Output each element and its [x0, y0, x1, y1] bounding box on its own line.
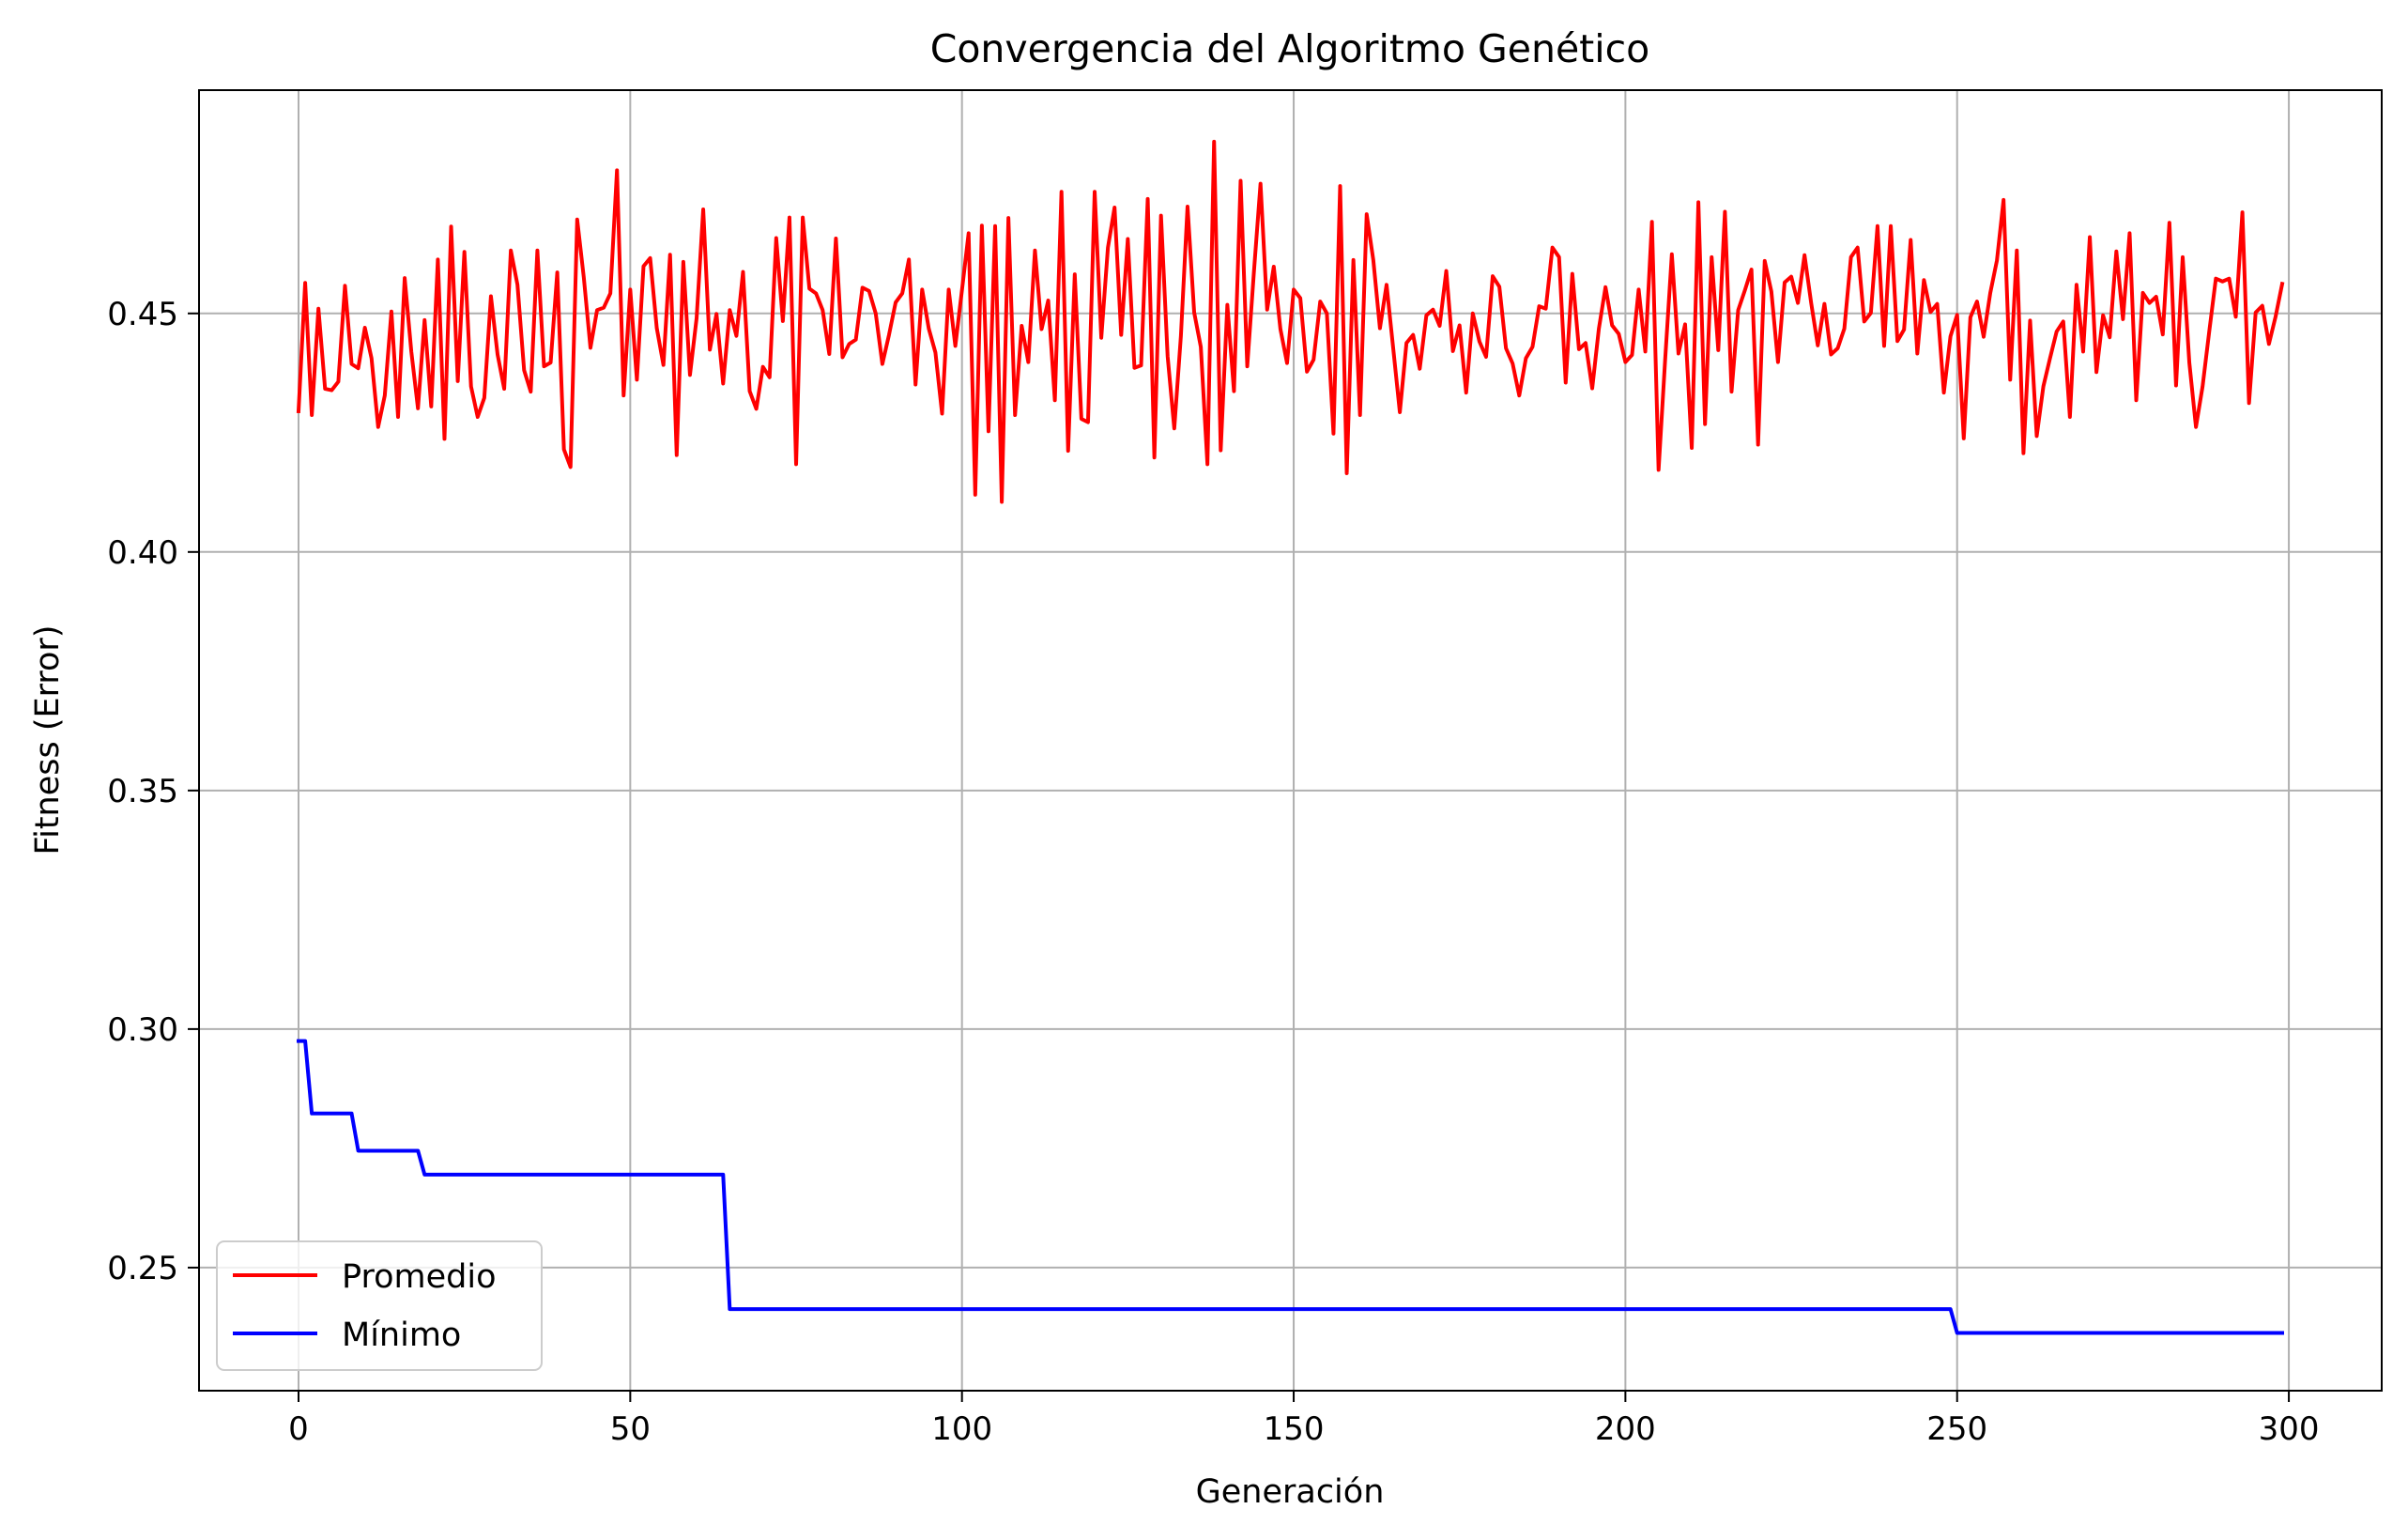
y-tick-label: 0.35	[107, 773, 178, 810]
y-tick-label: 0.40	[107, 534, 178, 572]
legend-label-minimo: Mínimo	[342, 1317, 461, 1354]
y-tick-label: 0.25	[107, 1250, 178, 1287]
x-tick-label: 50	[610, 1410, 651, 1448]
ticks: 0 50 100 150 200 250 300 0.25 0.30 0.35 0.40 0.45	[107, 296, 2319, 1448]
y-tick-label: 0.30	[107, 1011, 178, 1049]
x-tick-label: 0	[288, 1410, 309, 1448]
series-line-minimo	[297, 1039, 2284, 1335]
x-tick-label: 200	[1595, 1410, 1656, 1448]
y-axis-label: Fitness (Error)	[29, 625, 67, 855]
plot-background	[199, 90, 2382, 1391]
x-tick-label: 150	[1264, 1410, 1325, 1448]
legend-label-promedio: Promedio	[342, 1258, 497, 1296]
series-layer	[296, 139, 2285, 1335]
series-line-promedio	[296, 139, 2285, 504]
chart-title: Convergencia del Algoritmo Genético	[930, 26, 1650, 71]
x-tick-label: 100	[931, 1410, 992, 1448]
legend: Promedio Mínimo	[216, 1240, 543, 1371]
x-tick-label: 300	[2259, 1410, 2320, 1448]
grid	[199, 90, 2382, 1391]
x-tick-label: 250	[1926, 1410, 1987, 1448]
plot-frame	[198, 89, 2383, 1392]
y-tick-label: 0.45	[107, 296, 178, 333]
x-axis-label: Generación	[1196, 1473, 1385, 1511]
